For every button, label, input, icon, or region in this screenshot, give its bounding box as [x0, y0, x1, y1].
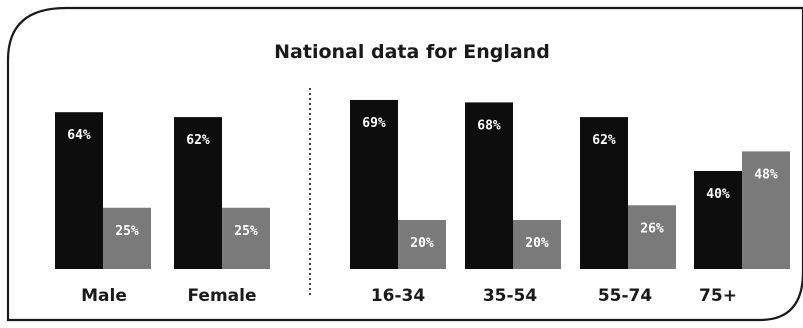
value-label-grey-3: 20%	[525, 236, 549, 251]
value-label-grey-5: 48%	[754, 167, 778, 182]
value-label-grey-4: 26%	[640, 221, 664, 236]
bar-dark-2	[350, 99, 398, 269]
bar-dark-5	[694, 171, 742, 269]
bar-dark-1	[174, 117, 222, 269]
value-label-grey-0: 25%	[115, 224, 139, 239]
category-label-2: 16-34	[371, 286, 426, 306]
value-label-dark-5: 40%	[706, 187, 730, 202]
bar-grey-4	[628, 205, 676, 269]
category-label-0: Male	[81, 286, 127, 306]
bar-dark-0	[55, 112, 103, 269]
chart-title: National data for England	[274, 41, 550, 63]
category-labels: Male Female 16-34 35-54 55-74 75+	[81, 286, 737, 306]
value-label-grey-1: 25%	[234, 224, 258, 239]
value-label-dark-0: 64%	[67, 128, 91, 143]
value-label-grey-2: 20%	[410, 236, 434, 251]
value-labels: 64% 25% 62% 25% 69% 20% 68% 20% 62% 26% 40% 48%	[67, 116, 778, 251]
value-label-dark-4: 62%	[592, 133, 616, 148]
value-label-dark-2: 69%	[362, 116, 386, 131]
bars	[55, 99, 790, 270]
bar-dark-3	[465, 102, 513, 270]
bar-grey-0	[103, 207, 151, 269]
bar-grey-1	[222, 207, 270, 269]
category-label-4: 55-74	[598, 286, 653, 306]
category-label-1: Female	[188, 286, 257, 306]
bar-grey-2	[398, 220, 446, 269]
category-label-3: 35-54	[483, 286, 538, 306]
value-label-dark-3: 68%	[477, 118, 501, 133]
bar-grey-5	[742, 151, 790, 269]
bar-dark-4	[580, 117, 628, 269]
bar-grey-3	[513, 220, 561, 269]
category-label-5: 75+	[699, 286, 737, 306]
value-label-dark-1: 62%	[186, 133, 210, 148]
